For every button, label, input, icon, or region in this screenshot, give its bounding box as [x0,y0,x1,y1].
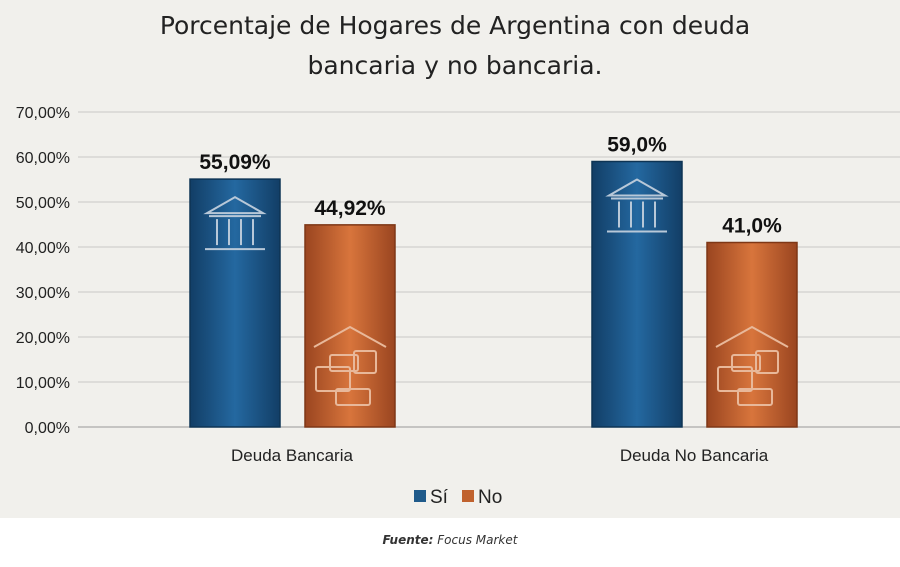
data-label: 55,09% [199,151,271,174]
data-label: 59,0% [607,134,667,157]
y-tick-label: 70,00% [16,105,70,122]
y-tick-label: 50,00% [16,195,70,212]
legend-swatch-no [462,490,474,502]
y-tick-label: 0,00% [25,420,70,437]
bar-si [591,160,683,428]
data-label: 41,0% [722,215,782,238]
source-note: Fuente: Focus Market [383,533,519,547]
y-tick-label: 60,00% [16,150,70,167]
chart-title-line-1: Porcentaje de Hogares de Argentina con d… [160,11,750,40]
y-tick-label: 10,00% [16,375,70,392]
source-value: Focus Market [437,533,518,547]
household-finance-icon [715,325,789,406]
legend-label-si: Sí [430,487,449,508]
y-tick-label: 40,00% [16,240,70,257]
household-finance-icon [313,325,387,406]
legend-swatch-si [414,490,426,502]
chart-title-line-2: bancaria y no bancaria. [307,51,602,80]
bar-si [189,178,281,428]
y-tick-label: 30,00% [16,285,70,302]
bar-no [706,241,798,428]
source-label: Fuente: [383,533,434,547]
legend-label-no: No [478,487,502,508]
legend: Sí No [414,487,502,508]
category-label: Deuda Bancaria [231,446,353,465]
category-label: Deuda No Bancaria [620,446,769,465]
data-label: 44,92% [314,197,386,220]
bank-icon [203,195,267,251]
y-tick-label: 20,00% [16,330,70,347]
bank-icon [605,178,669,233]
